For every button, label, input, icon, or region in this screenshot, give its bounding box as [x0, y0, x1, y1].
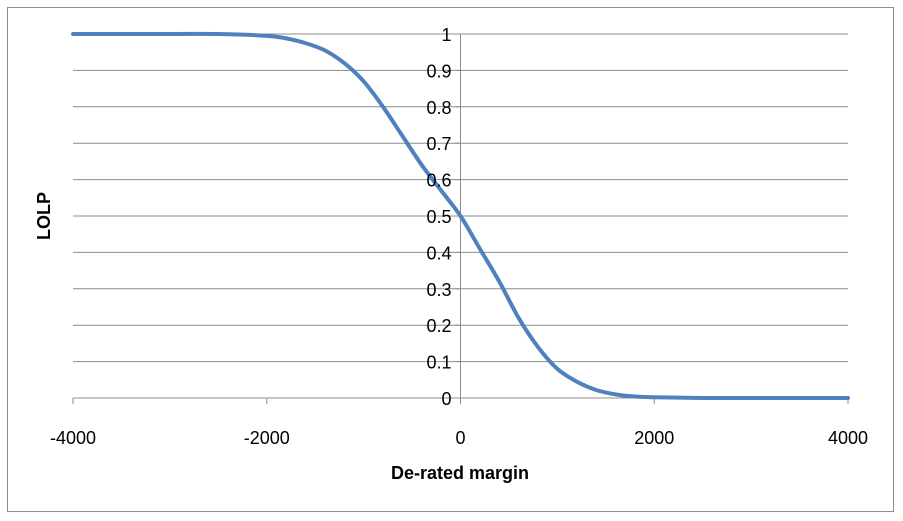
y-tick-label-10: 1 [441, 25, 451, 45]
y-tick-label-8: 0.8 [426, 98, 451, 118]
y-tick-label-2: 0.2 [426, 316, 451, 336]
x-tick-labels: -4000 -2000 0 2000 4000 [50, 428, 868, 448]
x-tick-label-2: 0 [455, 428, 465, 448]
x-tick-label-4: 4000 [828, 428, 868, 448]
chart-frame [7, 7, 894, 512]
y-tick-label-4: 0.4 [426, 243, 451, 263]
y-tick-label-1: 0.1 [426, 353, 451, 373]
y-tick-label-0: 0 [441, 389, 451, 409]
y-tick-label-7: 0.7 [426, 134, 451, 154]
series-layer [71, 31, 850, 401]
y-tick-label-9: 0.9 [426, 61, 451, 81]
x-axis-title: De-rated margin [391, 463, 529, 483]
y-tick-labels: 0 0.1 0.2 0.3 0.4 0.5 0.6 0.7 0.8 0.9 1 [426, 25, 451, 409]
y-axis-title: LOLP [34, 192, 54, 240]
x-tick-label-1: -2000 [244, 428, 290, 448]
series-line-0 [71, 31, 850, 401]
y-tick-label-5: 0.5 [426, 207, 451, 227]
y-tick-label-6: 0.6 [426, 171, 451, 191]
x-tick-label-3: 2000 [634, 428, 674, 448]
x-tick-label-0: -4000 [50, 428, 96, 448]
y-tick-label-3: 0.3 [426, 280, 451, 300]
